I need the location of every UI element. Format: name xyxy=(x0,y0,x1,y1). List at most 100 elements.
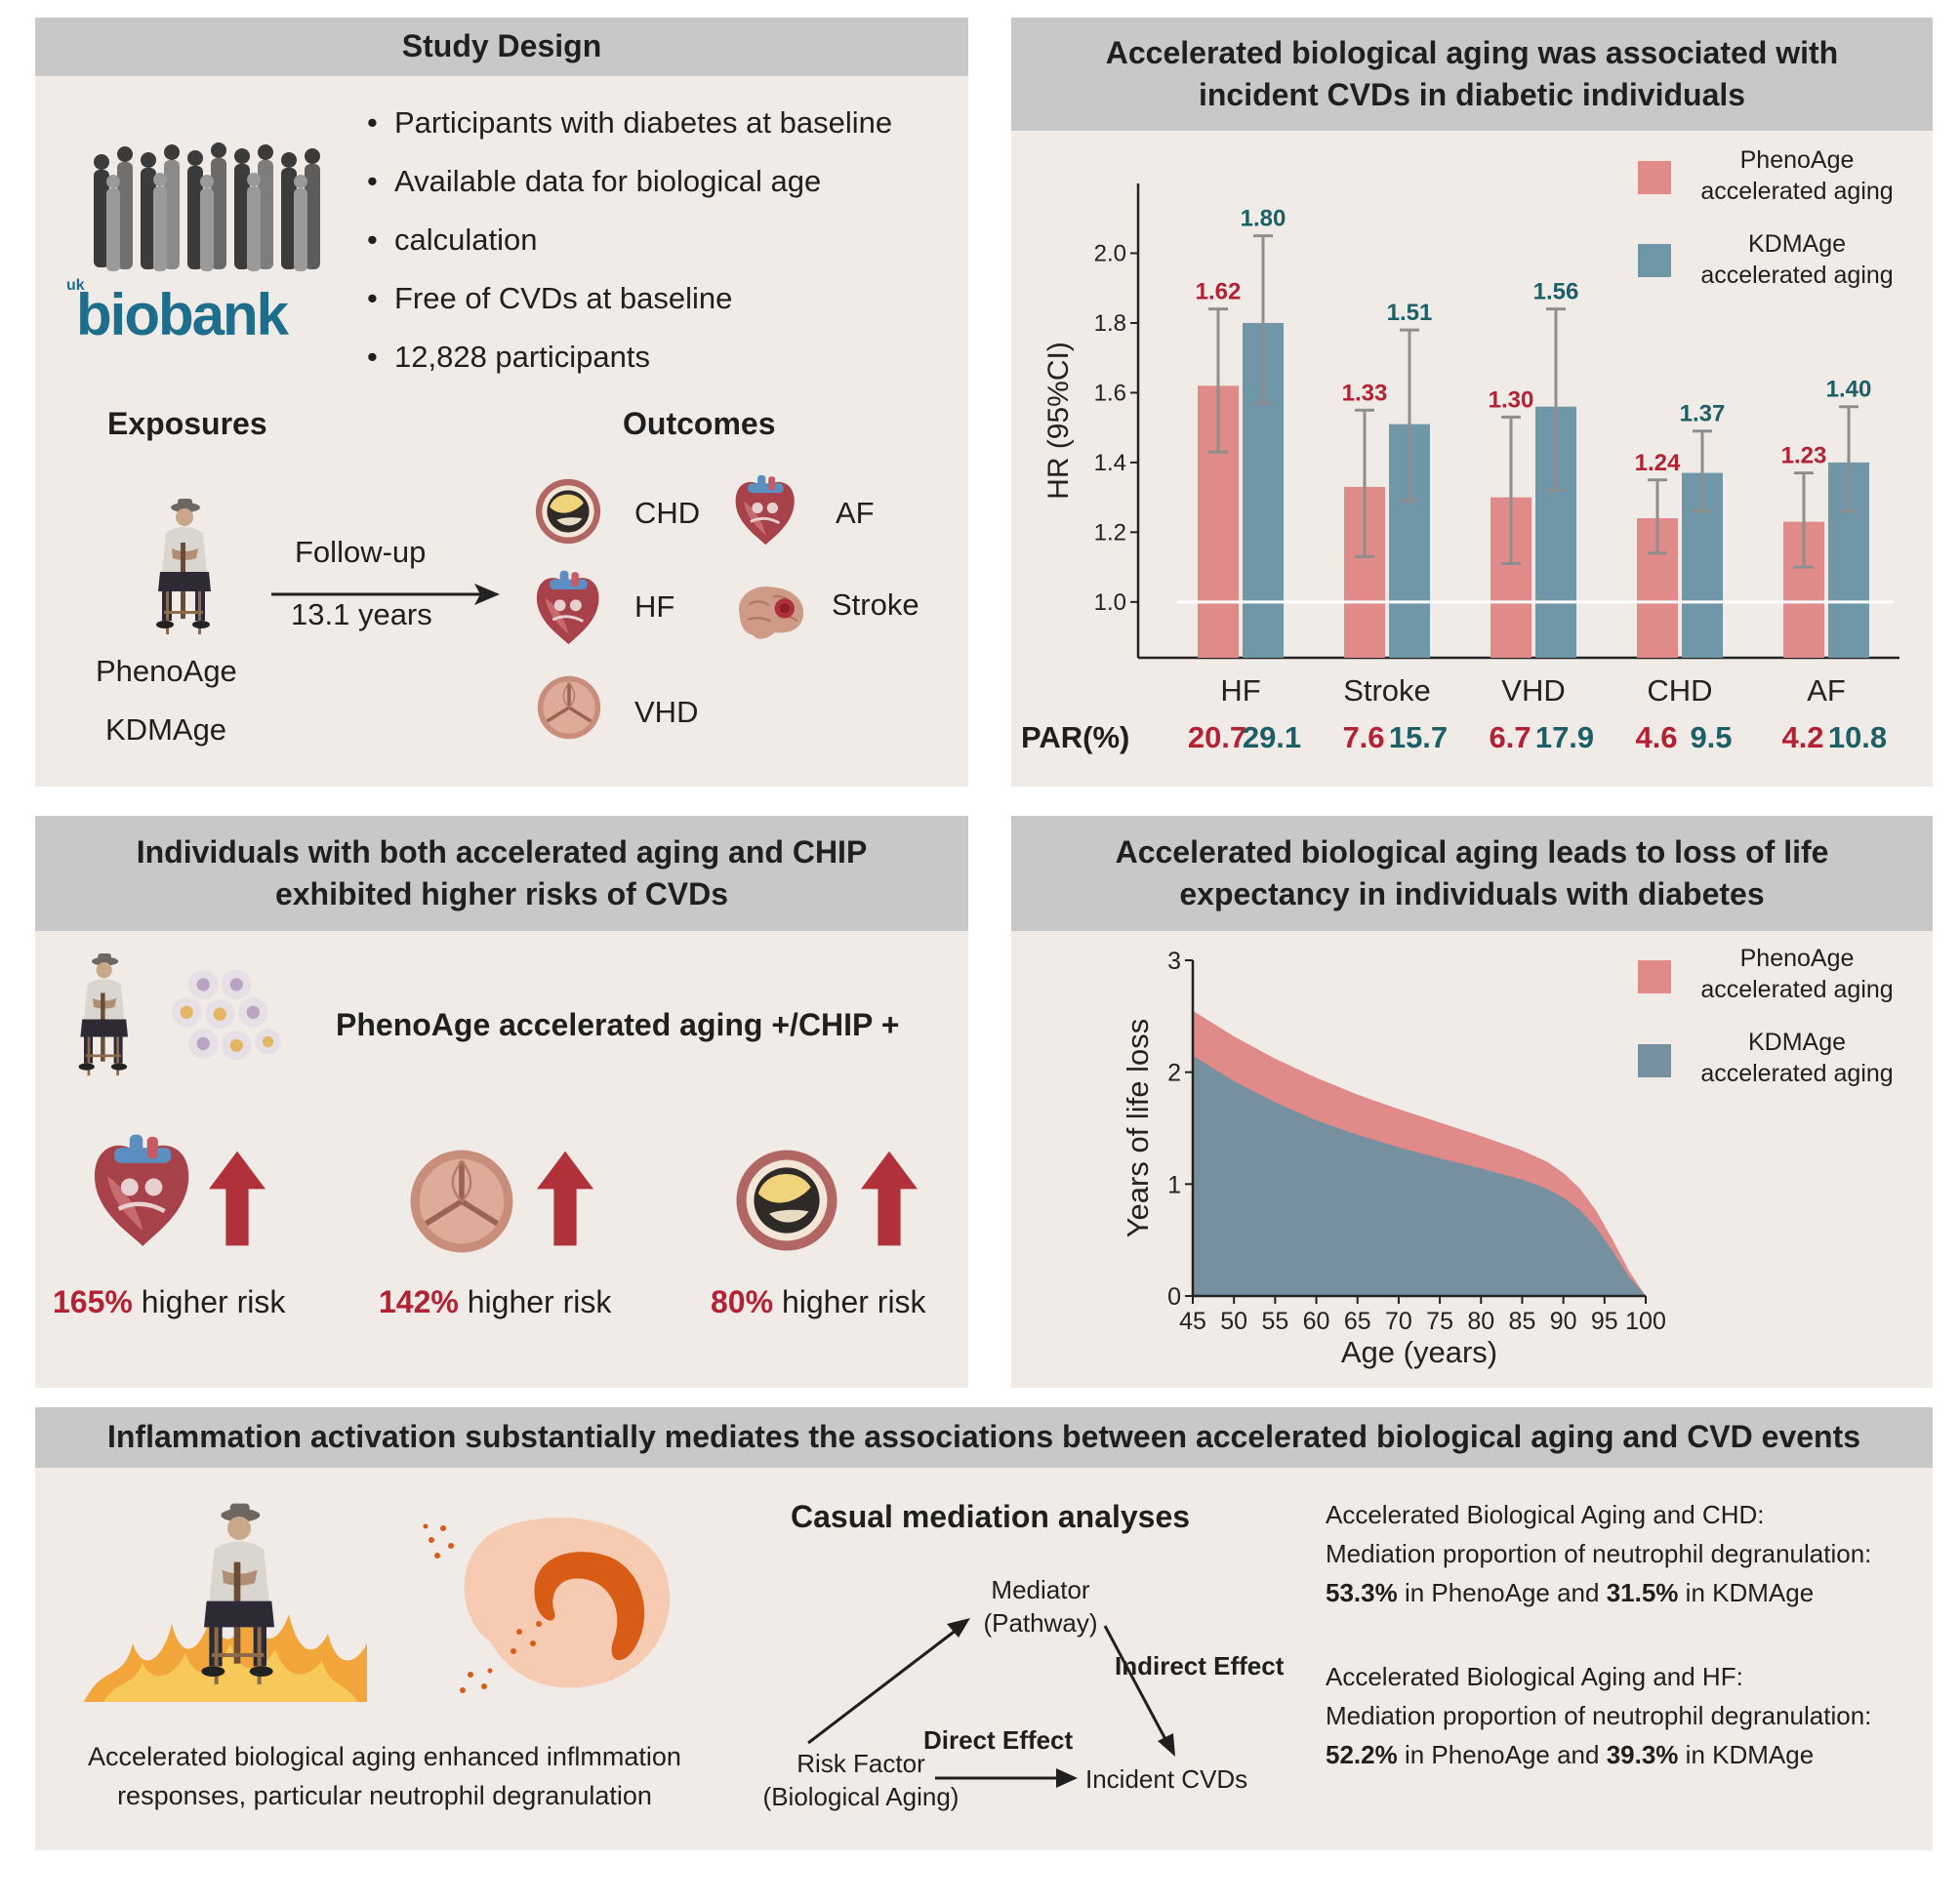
criterion-participants: 12,828 participants xyxy=(365,328,892,386)
life-x-tick-label: 70 xyxy=(1385,1308,1412,1335)
life-legend-phenoage-line-1: PhenoAge xyxy=(1739,945,1855,972)
blood-cells-icon xyxy=(164,966,285,1068)
elderly-person-icon-chip xyxy=(66,949,137,1081)
par-value: 9.5 xyxy=(1690,720,1732,754)
outcome-af: AF xyxy=(836,496,875,530)
hf-mediation-result: Accelerated Biological Aging and HF: Med… xyxy=(1326,1657,1871,1774)
brain-stroke-icon xyxy=(732,580,810,644)
hr-value-label: 1.37 xyxy=(1680,401,1726,427)
risk-factor-label: Risk Factor xyxy=(796,1749,925,1778)
risk-vhd-text: higher risk xyxy=(467,1284,612,1319)
life-x-tick-label: 50 xyxy=(1220,1308,1247,1335)
legend-kdmage: KDMAge accelerated aging xyxy=(1685,228,1909,291)
mediation-title: Inflammation activation substantially me… xyxy=(106,1419,1861,1455)
increase-arrow-icon-chd xyxy=(861,1150,918,1247)
arrow-mediator-to-outcome xyxy=(1103,1625,1169,1744)
hr-y-tick-label: 1.0 xyxy=(1094,589,1126,616)
mediator-pathway-label: (Pathway) xyxy=(983,1608,1098,1638)
life-title-line-1: Accelerated biological aging leads to lo… xyxy=(1115,833,1829,870)
hr-value-label: 1.30 xyxy=(1489,386,1534,413)
legend-phenoage: PhenoAge accelerated aging xyxy=(1685,144,1909,207)
hr-panel: Accelerated biological aging was associa… xyxy=(1011,18,1933,787)
heart-af-icon xyxy=(730,472,798,550)
hf-mediation-values: 52.2% in PhenoAge and 39.3% in KDMAge xyxy=(1326,1735,1871,1774)
outcome-chd: CHD xyxy=(634,496,701,530)
hr-bar-chart: 1.0 1.2 1.4 1.6 1.8 2.0 HR (95%CI) PAR(%) 1.62 20… xyxy=(1021,183,1899,754)
mediation-arrows xyxy=(807,1618,1175,1788)
hr-value-label: 1.23 xyxy=(1781,443,1827,469)
outcomes-title: Outcomes xyxy=(623,406,776,441)
chd-pheno-proportion: 53.3% xyxy=(1326,1578,1398,1607)
risk-factor-biological-aging-label: (Biological Aging) xyxy=(762,1782,960,1811)
elderly-person-icon xyxy=(143,494,221,640)
followup-years: 13.1 years xyxy=(291,597,432,631)
hr-y-axis-label: HR (95%CI) xyxy=(1042,342,1075,500)
neutrophil-degranulation-icon xyxy=(423,1518,671,1693)
life-loss-panel: Accelerated biological aging leads to lo… xyxy=(1011,816,1933,1388)
study-design-header: Study Design xyxy=(35,18,968,76)
followup-arrow xyxy=(271,584,500,605)
par-value: 29.1 xyxy=(1243,720,1301,754)
hr-category-label: AF xyxy=(1807,673,1846,708)
life-legend-phenoage-line-2: accelerated aging xyxy=(1700,976,1894,1003)
par-value: 15.7 xyxy=(1389,720,1448,754)
heart-valve-icon-chip xyxy=(406,1146,517,1257)
life-x-tick-label: 75 xyxy=(1426,1308,1453,1335)
aging-caption: Accelerated biological aging enhanced in… xyxy=(35,1737,734,1815)
chd-mid-text: in PhenoAge and xyxy=(1397,1578,1607,1607)
hr-y-tick-label: 2.0 xyxy=(1094,240,1126,266)
par-value: 4.2 xyxy=(1781,720,1823,754)
increase-arrow-icon-vhd xyxy=(537,1150,593,1247)
mediation-panel: Inflammation activation substantially me… xyxy=(35,1407,1933,1850)
mediation-analysis-title: Casual mediation analyses xyxy=(791,1499,1191,1534)
risk-hf: 165% higher risk xyxy=(53,1284,285,1320)
chd-end-text: in KDMAge xyxy=(1678,1578,1815,1607)
life-legend-phenoage: PhenoAge accelerated aging xyxy=(1685,943,1909,1005)
increase-arrow-icon-hf xyxy=(209,1150,265,1247)
life-y-tick-label: 1 xyxy=(1167,1171,1181,1198)
life-x-tick-label: 65 xyxy=(1344,1308,1371,1335)
hr-category-label: VHD xyxy=(1501,673,1565,708)
par-label: PAR(%) xyxy=(1021,720,1129,754)
hr-y-tick-label: 1.2 xyxy=(1094,519,1126,546)
exposure-phenoage: PhenoAge xyxy=(96,654,237,688)
arrow-mediator-to-outcome-head xyxy=(1158,1733,1175,1757)
incident-cvds-node: Incident CVDs xyxy=(1085,1764,1248,1794)
hr-category-label: Stroke xyxy=(1343,673,1431,708)
legend-kdmage-line-2: accelerated aging xyxy=(1700,262,1894,289)
hf-pheno-proportion: 52.2% xyxy=(1326,1740,1398,1769)
life-y-tick-label: 2 xyxy=(1167,1060,1181,1087)
risk-hf-percent: 165% xyxy=(53,1284,133,1319)
life-x-tick-label: 55 xyxy=(1261,1308,1288,1335)
risk-factor-node: Risk Factor (Biological Aging) xyxy=(724,1747,998,1813)
hr-title-line-1: Accelerated biological aging was associa… xyxy=(1105,34,1839,70)
outcome-stroke: Stroke xyxy=(832,587,919,622)
legend-kdmage-line-1: KDMAge xyxy=(1747,230,1847,258)
chip-title-line-2: exhibited higher risks of CVDs xyxy=(274,876,729,911)
life-loss-area xyxy=(1193,1055,1646,1296)
life-x-tick-label: 45 xyxy=(1179,1308,1206,1335)
criterion-biological-age-cont: calculation xyxy=(365,211,892,269)
legend-swatch-kdmage xyxy=(1638,244,1671,277)
par-value: 20.7 xyxy=(1188,720,1246,754)
hf-mediation-line: Mediation proportion of neutrophil degra… xyxy=(1326,1701,1872,1730)
hr-value-label: 1.51 xyxy=(1387,300,1433,326)
chip-panel-header: Individuals with both accelerated aging … xyxy=(35,816,968,931)
hr-value-label: 1.56 xyxy=(1533,279,1579,305)
par-value: 10.8 xyxy=(1828,720,1887,754)
exposure-kdmage: KDMAge xyxy=(105,712,227,747)
coronary-vessel-icon-chip xyxy=(732,1146,841,1255)
life-x-tick-label: 90 xyxy=(1550,1308,1577,1335)
criterion-biological-age: Available data for biological age xyxy=(365,152,892,211)
risk-vhd: 142% higher risk xyxy=(379,1284,611,1320)
life-y-axis-label: Years of life loss xyxy=(1121,1019,1155,1238)
hr-value-label: 1.80 xyxy=(1241,206,1286,232)
chip-subtitle: PhenoAge accelerated aging +/CHIP + xyxy=(336,1007,900,1042)
life-x-tick-label: 100 xyxy=(1625,1308,1666,1335)
heart-failure-icon xyxy=(86,1132,195,1253)
chd-mediation-line: Mediation proportion of neutrophil degra… xyxy=(1326,1539,1872,1568)
arrow-risk-to-mediator-head xyxy=(947,1618,970,1638)
outcome-vhd: VHD xyxy=(634,695,699,729)
par-value: 7.6 xyxy=(1342,720,1384,754)
hr-y-tick-label: 1.6 xyxy=(1094,380,1126,406)
